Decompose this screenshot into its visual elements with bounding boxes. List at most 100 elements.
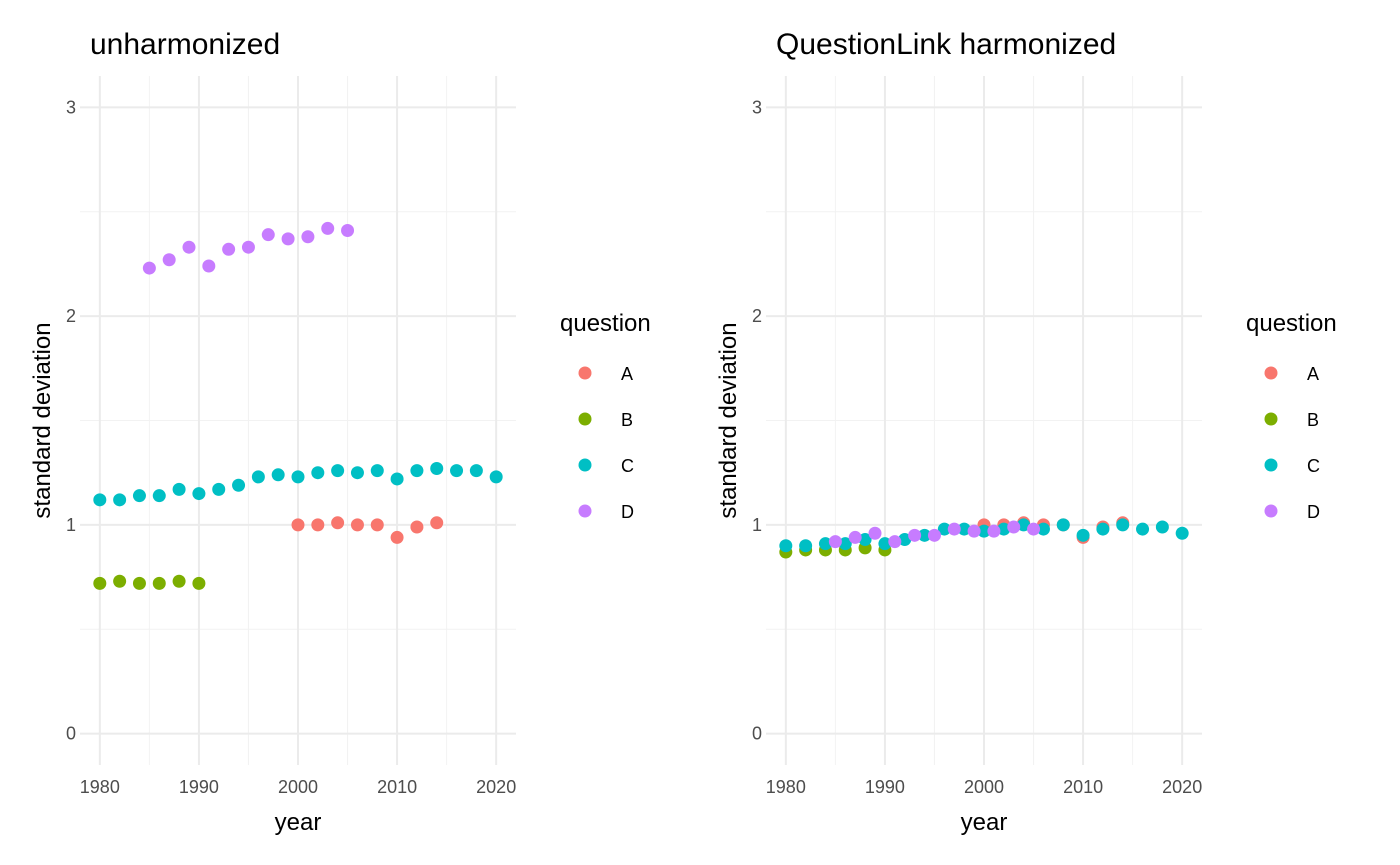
point-series-C xyxy=(799,539,813,553)
point-series-D xyxy=(927,528,941,542)
point-series-C xyxy=(858,533,872,547)
point-series-D xyxy=(848,530,862,544)
point-series-D xyxy=(301,230,315,244)
point-series-D xyxy=(908,528,922,542)
y-tick-label: 0 xyxy=(752,724,762,744)
x-axis-title: year xyxy=(961,809,1008,836)
legend-key-A xyxy=(1264,366,1278,380)
point-series-B xyxy=(93,576,107,590)
point-series-C xyxy=(1155,520,1169,534)
legend: question A B C D xyxy=(1246,310,1337,522)
point-series-C xyxy=(838,537,852,551)
data-points xyxy=(779,516,1189,559)
point-series-B xyxy=(152,576,166,590)
point-series-C xyxy=(957,522,971,536)
point-series-C xyxy=(450,464,464,478)
x-tick-label: 1990 xyxy=(179,777,219,797)
point-series-B xyxy=(172,574,186,588)
point-series-C xyxy=(1017,518,1031,532)
legend-title: question xyxy=(1246,310,1337,337)
x-axis-title: year xyxy=(275,809,322,836)
point-series-C xyxy=(469,464,483,478)
y-tick-label: 2 xyxy=(752,306,762,326)
y-axis-title: standard deviation xyxy=(29,322,56,518)
point-series-C xyxy=(212,482,226,496)
point-series-D xyxy=(182,240,196,254)
point-series-A xyxy=(331,516,345,530)
point-series-C xyxy=(918,528,932,542)
point-series-B xyxy=(132,576,146,590)
point-series-C xyxy=(113,493,127,507)
point-series-D xyxy=(281,232,295,246)
point-series-C xyxy=(1116,518,1130,532)
point-series-D xyxy=(987,524,1001,538)
y-tick-label: 0 xyxy=(66,724,76,744)
point-series-C xyxy=(93,493,107,507)
point-series-C xyxy=(430,462,444,476)
point-series-D xyxy=(261,228,275,242)
y-tick-label: 3 xyxy=(752,97,762,117)
y-axis-title: standard deviation xyxy=(715,322,742,518)
point-series-C xyxy=(898,533,912,547)
point-series-D xyxy=(222,242,236,256)
point-series-C xyxy=(152,489,166,503)
point-series-C xyxy=(937,522,951,536)
point-series-C xyxy=(331,464,345,478)
point-series-B xyxy=(192,576,206,590)
legend-label-D: D xyxy=(621,502,634,522)
legend-key-D xyxy=(1264,504,1278,518)
x-tick-label: 2020 xyxy=(1162,777,1202,797)
legend-label-C: C xyxy=(1307,456,1320,476)
y-tick-label: 1 xyxy=(752,515,762,535)
legend-label-D: D xyxy=(1307,502,1320,522)
point-series-D xyxy=(321,221,335,235)
x-tick-label: 1980 xyxy=(80,777,120,797)
point-series-D xyxy=(868,526,882,540)
x-tick-label: 1990 xyxy=(865,777,905,797)
point-series-A xyxy=(390,530,404,544)
point-series-C xyxy=(410,464,424,478)
point-series-D xyxy=(341,224,355,238)
y-tick-label: 3 xyxy=(66,97,76,117)
point-series-D xyxy=(162,253,176,267)
point-series-C xyxy=(997,522,1011,536)
point-series-C xyxy=(1136,522,1150,536)
legend-label-B: B xyxy=(621,410,633,430)
point-series-C xyxy=(977,524,991,538)
point-series-C xyxy=(818,537,832,551)
legend-label-C: C xyxy=(621,456,634,476)
legend-label-A: A xyxy=(621,364,633,384)
legend-key-B xyxy=(1264,412,1278,426)
point-series-B xyxy=(113,574,127,588)
point-series-C xyxy=(1036,522,1050,536)
chart-panel-1: 1980 1990 2000 2010 2020 0 1 2 3 year standard dev… xyxy=(29,28,651,836)
point-series-D xyxy=(967,524,981,538)
point-series-D xyxy=(142,261,156,275)
point-series-D xyxy=(1007,520,1021,534)
point-series-C xyxy=(291,470,305,484)
point-series-C xyxy=(232,478,246,492)
x-tick-label: 2010 xyxy=(1063,777,1103,797)
point-series-D xyxy=(202,259,216,273)
point-series-C xyxy=(132,489,146,503)
point-series-C xyxy=(489,470,503,484)
x-tick-label: 2000 xyxy=(278,777,318,797)
chart-title: unharmonized xyxy=(90,28,280,61)
point-series-C xyxy=(390,472,404,486)
point-series-A xyxy=(370,518,384,532)
legend-title: question xyxy=(560,310,651,337)
point-series-C xyxy=(350,466,364,480)
x-tick-label: 2000 xyxy=(964,777,1004,797)
point-series-C xyxy=(311,466,325,480)
point-series-A xyxy=(410,520,424,534)
point-series-C xyxy=(251,470,265,484)
point-series-C xyxy=(370,464,384,478)
point-series-A xyxy=(430,516,444,530)
point-series-D xyxy=(888,535,902,549)
point-series-D xyxy=(828,535,842,549)
point-series-D xyxy=(241,240,255,254)
x-tick-label: 2010 xyxy=(377,777,417,797)
point-series-C xyxy=(1056,518,1070,532)
